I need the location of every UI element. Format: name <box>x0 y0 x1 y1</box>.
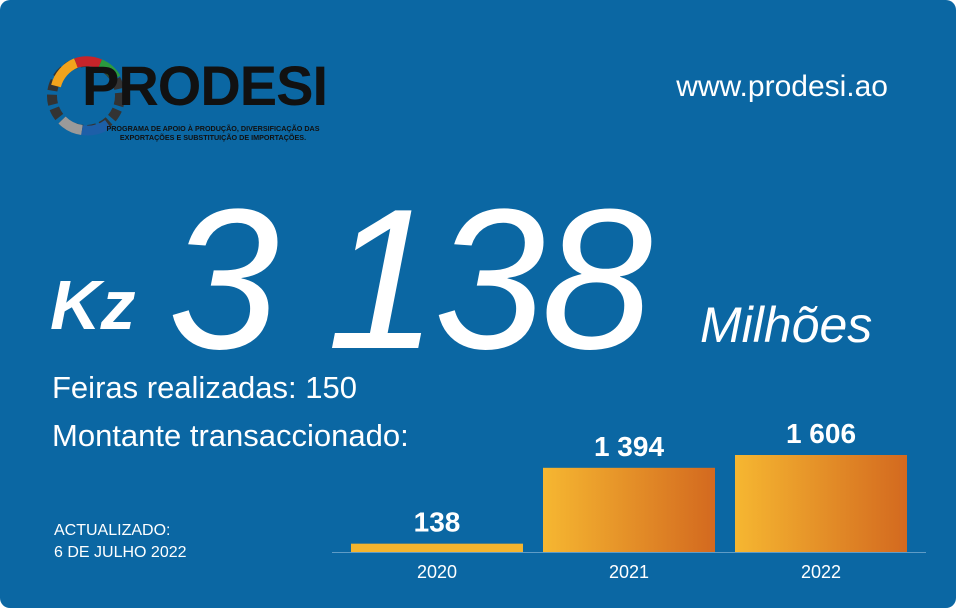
logo-subtitle-line1: PROGRAMA DE APOIO À PRODUÇÃO, DIVERSIFIC… <box>106 124 320 133</box>
prodesi-logo: PRODESI PROGRAMA DE APOIO À PRODUÇÃO, DI… <box>42 40 352 150</box>
website-link[interactable]: www.prodesi.ao <box>676 70 888 103</box>
bar-2021 <box>543 467 715 552</box>
amount-unit: Milhões <box>700 297 873 353</box>
currency-label: Kz <box>50 266 136 344</box>
bar-value-label: 1 606 <box>786 418 856 449</box>
x-tick-label: 2022 <box>801 562 841 582</box>
updated-stamp: ACTUALIZADO: 6 DE JULHO 2022 <box>54 520 187 564</box>
updated-label: ACTUALIZADO: <box>54 522 171 539</box>
logo-subtitle: PROGRAMA DE APOIO À PRODUÇÃO, DIVERSIFIC… <box>82 124 344 142</box>
headline-amount: 3 138 <box>168 168 652 391</box>
bar-2020 <box>351 543 523 552</box>
fairs-count: Feiras realizadas: 150 <box>52 370 357 405</box>
updated-date: 6 DE JULHO 2022 <box>54 544 187 561</box>
logo-subtitle-line2: EXPORTAÇÕES E SUBSTITUIÇÃO DE IMPORTAÇÕE… <box>119 133 307 142</box>
amount-label: Montante transaccionado: <box>52 418 409 453</box>
bar-2022 <box>735 455 907 552</box>
x-tick-label: 2021 <box>609 562 649 582</box>
gear-ring-icon <box>47 56 125 136</box>
bar-value-label: 1 394 <box>594 431 664 462</box>
bar-chart: 138 2020 1 394 2021 1 606 2022 <box>332 418 926 582</box>
x-tick-label: 2020 <box>417 562 457 582</box>
bar-value-label: 138 <box>414 507 461 538</box>
logo-wordmark: PRODESI <box>82 54 328 117</box>
